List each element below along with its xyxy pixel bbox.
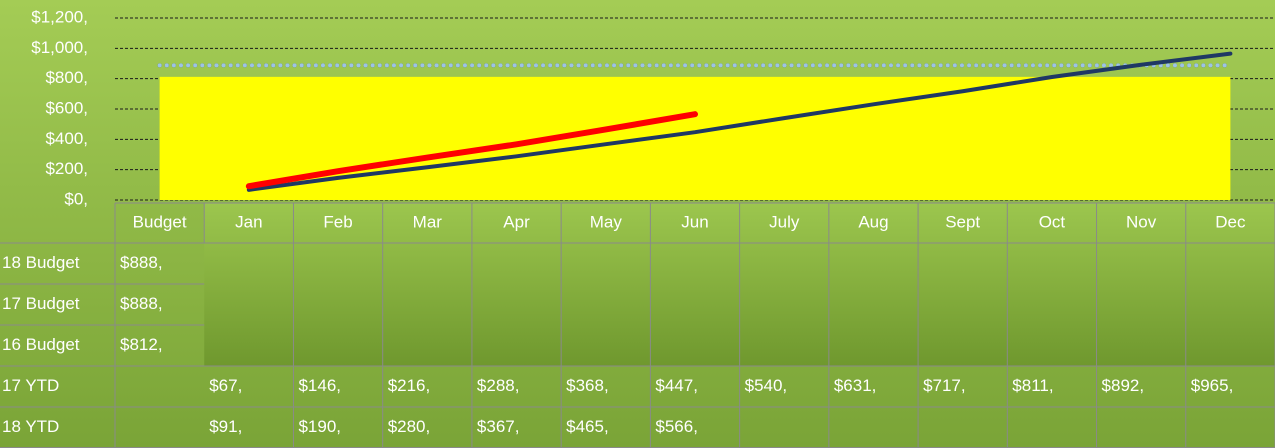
plot-area: $0, $200, $400, $600, $800, $1,000, $1,200, — [31, 7, 1275, 208]
x-tick-label: May — [590, 212, 623, 231]
row-label: 17 YTD — [2, 376, 59, 395]
data-label: $447, — [655, 376, 698, 395]
data-label: $811, — [1012, 376, 1053, 395]
data-label: $367, — [477, 417, 520, 436]
data-table: Budget Jan Feb Mar Apr May Jun July Aug Sept Oct No… — [0, 202, 1275, 448]
data-label: $146, — [298, 376, 341, 395]
x-tick-label: July — [769, 212, 800, 231]
ytd-line — [245, 111, 698, 190]
x-tick-label: Dec — [1215, 212, 1246, 231]
data-label: $717, — [923, 376, 966, 395]
data-label: $540, — [745, 376, 788, 395]
data-label: $965, — [1191, 376, 1234, 395]
data-label: $91, — [209, 417, 242, 436]
row-label: 18 YTD — [2, 417, 59, 436]
data-label: $216, — [388, 376, 431, 395]
y-tick-label: $400, — [45, 129, 88, 148]
x-tick-label: Sept — [945, 212, 980, 231]
data-label: $288, — [477, 376, 520, 395]
x-tick-label: Mar — [413, 212, 443, 231]
row-label: 17 Budget — [2, 294, 80, 313]
data-label: $280, — [388, 417, 431, 436]
x-tick-label: Oct — [1039, 212, 1066, 231]
data-label: $888, — [120, 253, 163, 272]
data-label: $190, — [298, 417, 341, 436]
y-tick-label: $1,200, — [31, 7, 88, 26]
x-tick-label: Feb — [323, 212, 352, 231]
data-label: $892, — [1102, 376, 1145, 395]
x-tick-label: Apr — [503, 212, 530, 231]
data-label: $812, — [120, 335, 163, 354]
data-label: $67, — [209, 376, 242, 395]
x-tick-label: Nov — [1126, 212, 1157, 231]
row-label: 18 Budget — [2, 253, 80, 272]
data-label: $888, — [120, 294, 163, 313]
y-tick-label: $800, — [45, 68, 88, 87]
data-label: $368, — [566, 376, 609, 395]
x-tick-label: Jun — [681, 212, 708, 231]
data-label: $631, — [834, 376, 877, 395]
y-tick-label: $600, — [45, 98, 88, 117]
x-tick-label: Jan — [235, 212, 262, 231]
row-label: 16 Budget — [2, 335, 80, 354]
y-tick-label: $0, — [64, 189, 88, 208]
data-label: $465, — [566, 417, 609, 436]
y-tick-label: $200, — [45, 159, 88, 178]
x-tick-label: Budget — [133, 212, 187, 231]
x-tick-label: Aug — [858, 212, 888, 231]
ytd-line — [246, 51, 1233, 192]
y-tick-label: $1,000, — [31, 38, 88, 57]
data-label: $566, — [655, 417, 698, 436]
